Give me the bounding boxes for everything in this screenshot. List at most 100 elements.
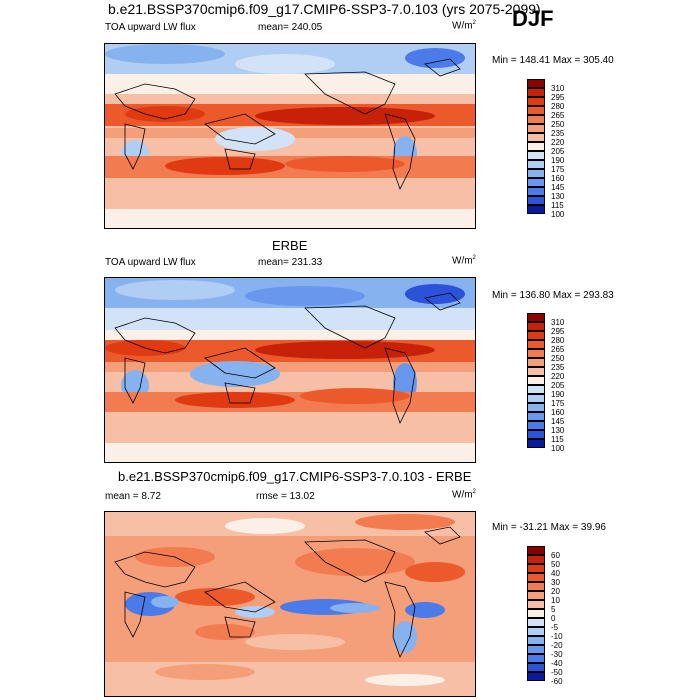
panel1-units: W/m2: [452, 20, 476, 32]
colorbar-tick: 30: [551, 578, 560, 587]
colorbar-swatch: [527, 555, 545, 564]
colorbar-tick: 235: [551, 129, 565, 138]
colorbar-tick: 265: [551, 111, 565, 120]
panel2-mean: mean= 231.33: [258, 257, 323, 268]
colorbar-swatch: [527, 663, 545, 672]
colorbar-swatch: [527, 160, 545, 169]
colorbar-tick: 265: [551, 345, 565, 354]
colorbar-swatch: [527, 618, 545, 627]
colorbar-swatch: [527, 564, 545, 573]
colorbar-swatch: [527, 627, 545, 636]
colorbar-tick: -30: [551, 650, 563, 659]
panel1-minmax: Min = 148.41 Max = 305.40: [492, 55, 614, 66]
colorbar-tick: 160: [551, 174, 565, 183]
colorbar-swatch: [527, 115, 545, 124]
colorbar-tick: 310: [551, 84, 565, 93]
figure-title: b.e21.BSSP370cmip6.f09_g17.CMIP6-SSP3-7.…: [108, 1, 541, 17]
panel3-units: W/m2: [452, 489, 476, 501]
colorbar-swatch: [527, 142, 545, 151]
colorbar-swatch: [527, 169, 545, 178]
colorbar-tick: 145: [551, 183, 565, 192]
colorbar-swatch: [527, 367, 545, 376]
colorbar-swatch: [527, 600, 545, 609]
colorbar-swatch: [527, 322, 545, 331]
colorbar-swatch: [527, 133, 545, 142]
panel2-variable: TOA upward LW flux: [105, 257, 196, 268]
colorbar-tick: -20: [551, 641, 563, 650]
colorbar-tick: 310: [551, 318, 565, 327]
colorbar-tick: 205: [551, 381, 565, 390]
colorbar-swatch: [527, 645, 545, 654]
colorbar-tick: 220: [551, 138, 565, 147]
colorbar-tick: 10: [551, 596, 560, 605]
colorbar-tick: -10: [551, 632, 563, 641]
panel1-variable: TOA upward LW flux: [105, 22, 196, 33]
colorbar-tick: 130: [551, 192, 565, 201]
colorbar-swatch: [527, 654, 545, 663]
colorbar-tick: 100: [551, 444, 565, 453]
colorbar-tick: 280: [551, 336, 565, 345]
colorbar-swatch: [527, 196, 545, 205]
panel3-minmax: Min = -31.21 Max = 39.96: [492, 522, 606, 533]
colorbar-swatch: [527, 313, 545, 322]
panel2-title: ERBE: [272, 238, 308, 253]
season-label: DJF: [512, 6, 554, 31]
colorbar-tick: 145: [551, 417, 565, 426]
colorbar-swatch: [527, 591, 545, 600]
colorbar-swatch: [527, 124, 545, 133]
colorbar-swatch: [527, 546, 545, 555]
colorbar-tick: -5: [551, 623, 559, 632]
colorbar-swatch: [527, 573, 545, 582]
colorbar-swatch: [527, 403, 545, 412]
panel1-mean: mean= 240.05: [258, 22, 323, 33]
colorbar-swatch: [527, 421, 545, 430]
colorbar-tick: 160: [551, 408, 565, 417]
colorbar-tick: -60: [551, 677, 563, 686]
panel2-map: [104, 277, 476, 463]
panel3-rmse: rmse = 13.02: [256, 491, 315, 502]
colorbar-swatch: [527, 106, 545, 115]
colorbar-tick: 190: [551, 390, 565, 399]
colorbar-swatch: [527, 349, 545, 358]
colorbar-swatch: [527, 340, 545, 349]
colorbar-tick: 60: [551, 551, 560, 560]
colorbar-tick: -40: [551, 659, 563, 668]
colorbar-swatch: [527, 79, 545, 88]
colorbar-tick: 220: [551, 372, 565, 381]
colorbar-tick: 295: [551, 93, 565, 102]
colorbar-swatch: [527, 672, 545, 681]
panel3-mean: mean = 8.72: [105, 491, 161, 502]
colorbar-swatch: [527, 151, 545, 160]
colorbar-tick: -50: [551, 668, 563, 677]
colorbar-tick: 250: [551, 120, 565, 129]
colorbar-swatch: [527, 385, 545, 394]
colorbar-tick: 40: [551, 569, 560, 578]
colorbar-tick: 5: [551, 605, 556, 614]
colorbar-tick: 175: [551, 399, 565, 408]
colorbar-tick: 115: [551, 201, 564, 210]
colorbar-tick: 20: [551, 587, 560, 596]
colorbar-swatch: [527, 430, 545, 439]
colorbar-swatch: [527, 636, 545, 645]
colorbar-tick: 205: [551, 147, 565, 156]
colorbar-tick: 115: [551, 435, 564, 444]
colorbar-tick: 175: [551, 165, 565, 174]
colorbar-swatch: [527, 331, 545, 340]
colorbar-tick: 250: [551, 354, 565, 363]
colorbar-swatch: [527, 376, 545, 385]
panel2-minmax: Min = 136.80 Max = 293.83: [492, 290, 614, 301]
colorbar-swatch: [527, 439, 545, 448]
colorbar-swatch: [527, 97, 545, 106]
colorbar-tick: 50: [551, 560, 560, 569]
colorbar-tick: 280: [551, 102, 565, 111]
panel1-map: [104, 43, 476, 229]
colorbar-tick: 0: [551, 614, 556, 623]
colorbar-swatch: [527, 412, 545, 421]
colorbar-swatch: [527, 187, 545, 196]
colorbar-swatch: [527, 88, 545, 97]
colorbar-swatch: [527, 358, 545, 367]
colorbar-tick: 295: [551, 327, 565, 336]
colorbar-swatch: [527, 178, 545, 187]
panel3-title: b.e21.BSSP370cmip6.f09_g17.CMIP6-SSP3-7.…: [118, 469, 472, 484]
colorbar-swatch: [527, 609, 545, 618]
